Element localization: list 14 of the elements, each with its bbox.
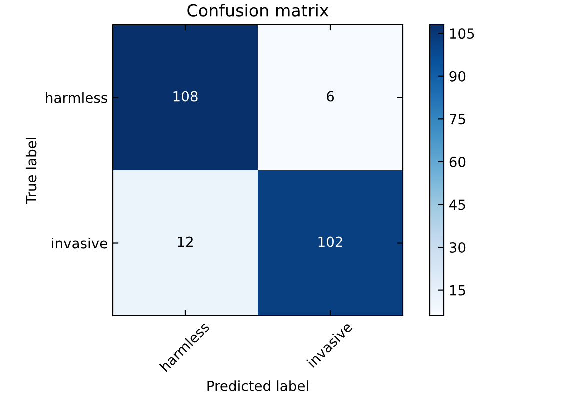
color-bar-label: 15 (450, 285, 466, 296)
data-label: 108 (174, 91, 198, 102)
chart-title: Confusion matrix (188, 4, 329, 17)
data-label: 102 (318, 236, 342, 248)
data-label: 6 (327, 91, 334, 102)
x-axis-title: Predicted label (208, 380, 308, 392)
data-label: 12 (178, 236, 193, 248)
color-bar-label: 90 (450, 71, 466, 82)
color-bar-label: 45 (450, 200, 466, 210)
color-bar-label: 60 (450, 156, 466, 168)
color-bar-label: 75 (450, 114, 466, 125)
color-bar-label: 30 (450, 242, 466, 254)
color-bar-label: 105 (450, 28, 474, 40)
y-axis-title: True label (26, 138, 37, 204)
